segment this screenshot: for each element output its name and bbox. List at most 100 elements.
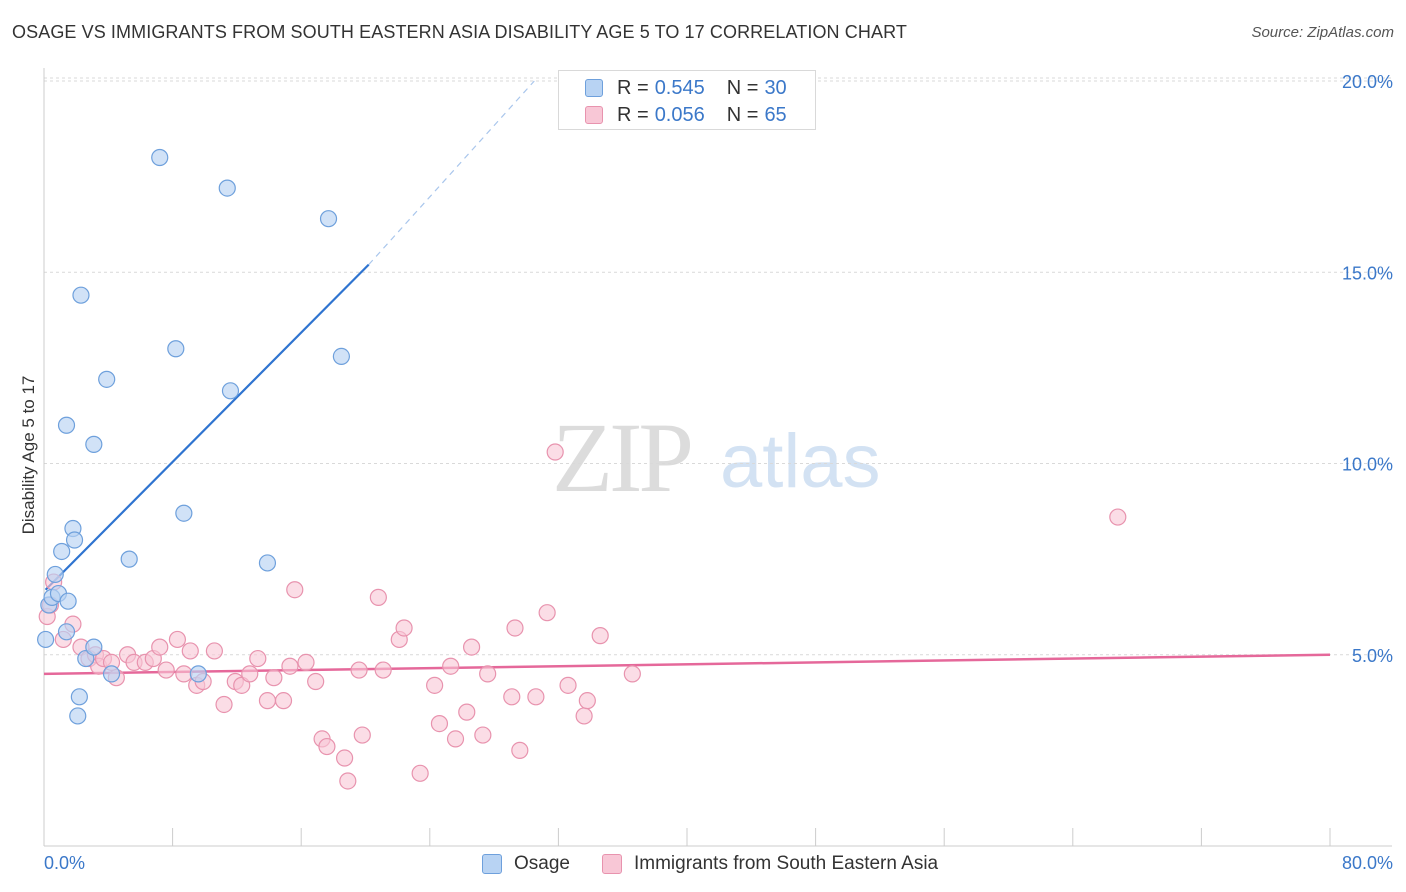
x-tick-label-max: 80.0% — [1342, 853, 1393, 873]
watermark-atlas: atlas — [720, 419, 881, 504]
osage-point — [189, 665, 207, 683]
osage-point — [332, 347, 350, 365]
sea-swatch — [585, 106, 603, 124]
sea-point — [511, 741, 529, 759]
sea-point — [286, 581, 304, 599]
sea-point — [157, 661, 175, 679]
sea-point — [506, 619, 524, 637]
osage-points — [37, 148, 350, 725]
y-tick-label: 15.0% — [1342, 263, 1393, 283]
legend-r-value: 0.056 — [654, 103, 705, 126]
osage-point — [59, 592, 77, 610]
legend-r-label: R = — [617, 76, 649, 99]
osage-point — [151, 148, 169, 167]
osage-point — [53, 542, 71, 561]
sea-point — [430, 714, 449, 733]
sea-point — [241, 665, 259, 683]
sea-point — [353, 726, 371, 744]
sea-legend-label: Immigrants from South Eastern Asia — [634, 853, 939, 874]
osage-point — [175, 504, 193, 522]
osage-trend-extension — [368, 80, 535, 266]
sea-point — [1109, 508, 1127, 526]
osage-point — [72, 286, 90, 304]
sea-point — [307, 672, 325, 691]
sea-point — [175, 665, 193, 683]
sea-point — [479, 665, 497, 683]
osage-point — [46, 565, 64, 584]
sea-point — [538, 604, 556, 622]
osage-legend-label: Osage — [514, 853, 570, 874]
sea-point — [318, 737, 336, 756]
osage-point — [218, 179, 236, 197]
axes — [43, 68, 1392, 847]
sea-point — [442, 657, 460, 675]
legend-item-osage: Osage — [482, 853, 570, 875]
source-credit: Source: ZipAtlas.com — [1251, 24, 1394, 41]
sea-point — [297, 653, 315, 672]
legend-n-value: 30 — [764, 76, 787, 99]
sea-point — [374, 661, 392, 679]
osage-trend-line — [44, 263, 370, 591]
legend-row-sea: R = 0.056 N = 65 — [585, 103, 791, 127]
sea-point — [249, 649, 267, 668]
osage-point — [120, 550, 138, 568]
sea-point — [395, 619, 413, 637]
osage-legend-swatch — [482, 854, 502, 874]
sea-trend-line — [43, 653, 1331, 676]
osage-point — [70, 688, 88, 706]
osage-point — [221, 382, 240, 400]
osage-point — [102, 665, 121, 683]
x-tick-label-min: 0.0% — [44, 853, 85, 873]
sea-point — [426, 676, 444, 694]
sea-point — [181, 642, 199, 660]
osage-point — [258, 554, 277, 572]
correlation-legend: R = 0.545 N = 30 R = 0.056 N = 65 — [558, 70, 816, 130]
legend-n-label: N = — [726, 103, 759, 126]
sea-point — [578, 692, 596, 710]
sea-point — [411, 764, 429, 782]
sea-point — [369, 588, 387, 606]
sea-point — [559, 676, 577, 694]
sea-point — [458, 703, 476, 721]
sea-point — [503, 688, 521, 706]
osage-point — [85, 435, 103, 453]
sea-legend-swatch — [602, 854, 622, 874]
sea-point — [215, 695, 233, 714]
osage-point — [167, 340, 185, 358]
osage-point — [57, 416, 76, 434]
sea-point — [623, 665, 641, 683]
sea-point — [168, 630, 187, 649]
legend-r-value: 0.545 — [654, 76, 705, 99]
sea-point — [575, 707, 593, 725]
sea-point — [350, 661, 368, 679]
osage-point — [65, 531, 84, 549]
sea-point — [274, 692, 293, 710]
legend-row-osage: R = 0.545 N = 30 — [585, 76, 791, 100]
sea-point — [151, 638, 169, 656]
legend-r-label: R = — [617, 103, 649, 126]
sea-point — [462, 638, 481, 656]
sea-point — [205, 642, 223, 660]
osage-point — [57, 623, 76, 641]
sea-point — [281, 657, 299, 675]
osage-point — [85, 638, 103, 656]
osage-point — [69, 707, 87, 725]
osage-point — [319, 210, 338, 228]
sea-point — [527, 688, 545, 706]
y-tick-label: 5.0% — [1352, 646, 1393, 666]
legend-n-label: N = — [726, 76, 759, 99]
sea-point — [474, 726, 492, 744]
sea-points — [38, 443, 1127, 790]
sea-point — [336, 749, 354, 767]
sea-point — [591, 627, 609, 645]
trend-lines — [43, 80, 1331, 676]
osage-point — [37, 630, 55, 649]
chart-title: OSAGE VS IMMIGRANTS FROM SOUTH EASTERN A… — [12, 22, 907, 42]
watermark-zip: ZIP — [552, 402, 694, 513]
tick-labels: 5.0% 10.0% 15.0% 20.0% 0.0% 80.0% — [44, 72, 1393, 873]
osage-swatch — [585, 79, 603, 97]
osage-point — [98, 370, 116, 388]
sea-point — [265, 669, 283, 687]
y-tick-label: 20.0% — [1342, 72, 1393, 92]
